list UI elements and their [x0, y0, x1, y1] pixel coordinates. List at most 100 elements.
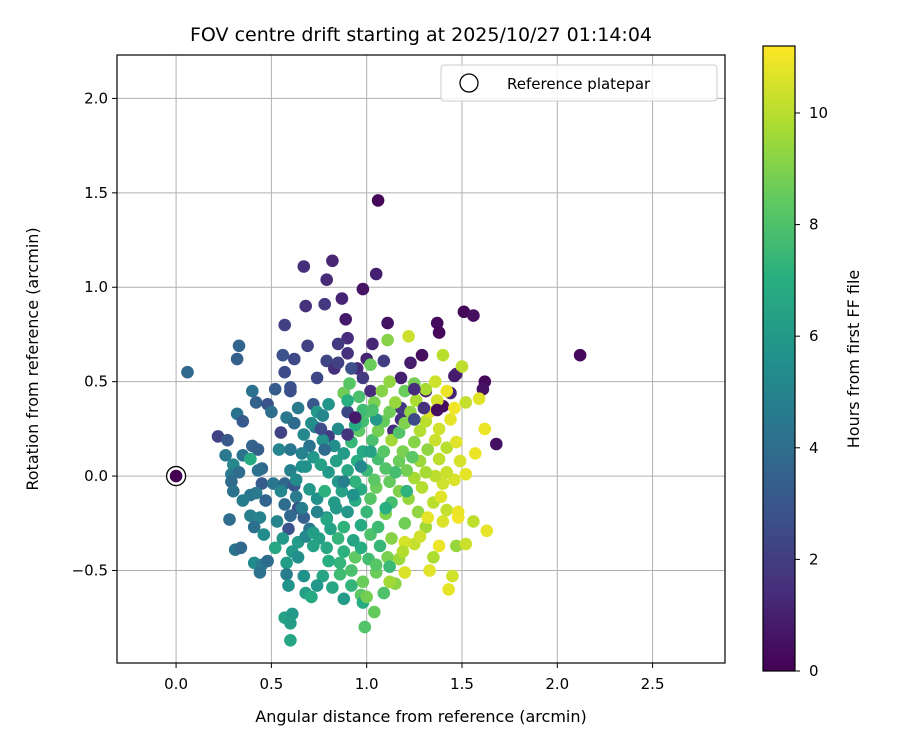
data-point — [211, 430, 225, 443]
data-point — [398, 517, 412, 530]
data-point — [274, 426, 288, 439]
data-point — [480, 524, 494, 538]
data-point — [314, 422, 328, 436]
data-point — [472, 392, 486, 406]
data-point — [436, 515, 450, 528]
data-point — [394, 371, 408, 385]
colorbar-tick-label: 2 — [809, 550, 819, 568]
data-point — [430, 394, 444, 407]
data-point — [400, 484, 414, 498]
colorbar-gradient — [763, 46, 795, 671]
data-point — [320, 273, 334, 287]
data-point — [396, 545, 410, 558]
data-point — [455, 360, 469, 373]
data-point — [341, 331, 354, 345]
data-point — [429, 375, 442, 389]
data-point — [432, 422, 446, 436]
data-point — [457, 305, 471, 319]
data-point — [295, 460, 309, 473]
data-point — [335, 292, 349, 305]
x-axis-ticks: 0.0 0.5 1.0 1.5 2.0 2.5 — [164, 663, 665, 693]
colorbar-label: Hours from first FF file — [844, 270, 863, 449]
data-point — [341, 394, 354, 407]
data-point — [282, 579, 295, 592]
data-point — [299, 299, 313, 313]
data-point — [364, 445, 377, 458]
data-point — [341, 505, 354, 519]
x-tick-label: 1.0 — [355, 675, 379, 693]
data-point — [476, 382, 490, 396]
y-tick-label: 2.0 — [84, 89, 108, 107]
data-point — [276, 532, 290, 545]
colorbar-tick-label: 8 — [809, 216, 819, 234]
data-point — [417, 401, 431, 415]
data-point — [328, 439, 341, 453]
data-point — [301, 339, 314, 353]
data-point — [440, 384, 454, 398]
y-tick-label: 1.5 — [84, 184, 108, 202]
data-point — [318, 443, 332, 456]
colorbar-tick-label: 0 — [809, 662, 819, 680]
data-point — [373, 539, 387, 553]
data-point — [398, 535, 412, 549]
data-point — [450, 539, 463, 553]
data-point — [371, 194, 385, 207]
data-point — [221, 433, 234, 447]
y-tick-label: −0.5 — [72, 561, 108, 579]
data-point — [432, 539, 446, 553]
grid — [117, 55, 725, 663]
data-point — [430, 316, 444, 330]
data-point — [396, 445, 410, 458]
data-point — [385, 532, 398, 545]
data-point — [398, 416, 412, 430]
data-point — [320, 541, 334, 555]
data-point — [297, 569, 311, 583]
data-point — [324, 522, 337, 536]
data-point — [268, 382, 282, 396]
data-point — [276, 348, 290, 362]
data-point — [303, 483, 316, 496]
data-point — [360, 590, 374, 604]
data-point — [289, 473, 303, 487]
data-point — [379, 462, 393, 475]
data-point — [469, 447, 482, 460]
data-point — [366, 433, 379, 447]
y-axis-ticks: −0.5 0.0 0.5 1.0 1.5 2.0 — [72, 89, 117, 579]
data-point — [333, 568, 347, 581]
data-point — [573, 348, 587, 362]
data-point — [278, 365, 292, 379]
data-point — [347, 488, 360, 502]
data-point — [307, 539, 320, 553]
data-point — [408, 413, 421, 426]
data-point — [337, 475, 351, 489]
data-point — [261, 554, 274, 568]
data-point — [329, 501, 343, 515]
data-point — [288, 416, 301, 430]
data-point — [413, 424, 427, 438]
data-point — [331, 422, 345, 436]
data-point — [322, 554, 335, 568]
data-point — [389, 396, 402, 409]
data-point — [408, 435, 421, 449]
data-point — [467, 515, 480, 528]
data-point — [356, 282, 370, 296]
data-point — [490, 437, 503, 451]
data-point — [347, 534, 360, 547]
data-point — [331, 532, 345, 545]
data-point — [297, 511, 311, 524]
data-point — [432, 452, 446, 466]
data-point — [415, 348, 429, 362]
data-point — [244, 509, 257, 522]
data-point — [265, 405, 278, 419]
data-point — [236, 415, 250, 428]
colorbar-ticks: 0 2 4 6 8 10 — [795, 104, 828, 680]
legend-box — [440, 64, 718, 102]
data-point — [377, 586, 391, 600]
data-point — [314, 458, 328, 472]
data-point — [246, 384, 259, 398]
plot-area-frame — [116, 54, 726, 664]
data-point — [402, 330, 415, 343]
data-point — [331, 356, 345, 370]
data-point — [419, 466, 433, 479]
data-point — [223, 513, 236, 526]
